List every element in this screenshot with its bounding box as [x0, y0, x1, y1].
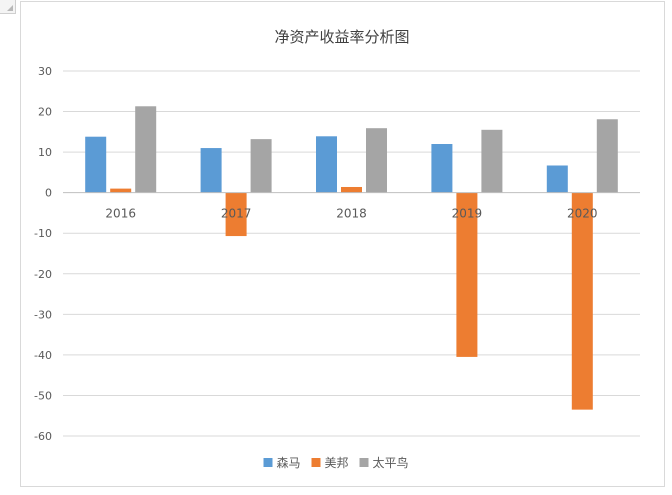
- bar-1-2020: [546, 165, 568, 193]
- gridlines: [63, 70, 640, 437]
- x-tick-label: 2017: [221, 207, 252, 221]
- x-tick-label: 2019: [452, 207, 483, 221]
- y-tick-label: 30: [38, 65, 52, 78]
- roe-bar-chart: 净资产收益率分析图 30 20 10 0 -10 -20 -30 -40 -50 -60 2016…: [34, 28, 640, 470]
- y-tick-label: -60: [34, 430, 52, 443]
- y-tick-label: -50: [34, 389, 52, 402]
- legend-swatch: [263, 458, 273, 467]
- chart-frame: 净资产收益率分析图 30 20 10 0 -10 -20 -30 -40 -50 -60 2016…: [20, 1, 665, 487]
- y-axis-tick-labels: 30 20 10 0 -10 -20 -30 -40 -50 -60: [34, 65, 52, 443]
- bar-2-2016: [110, 188, 132, 193]
- y-tick-label: 20: [38, 106, 52, 119]
- select-all-corner[interactable]: [0, 0, 16, 14]
- bar-1-2018: [316, 136, 337, 193]
- bar-1-2019: [431, 144, 453, 193]
- x-tick-label: 2018: [336, 207, 367, 221]
- x-tick-label: 2016: [105, 207, 136, 221]
- legend-swatch: [311, 458, 321, 467]
- legend: 森马 美邦 太平鸟: [263, 455, 409, 470]
- bar-3-2018: [366, 128, 387, 193]
- y-tick-label: 0: [45, 187, 52, 200]
- bar-2-2018: [341, 186, 362, 193]
- bars: [85, 106, 618, 410]
- y-tick-label: -40: [34, 349, 52, 362]
- chart-title: 净资产收益率分析图: [274, 28, 409, 46]
- legend-label: 森马: [277, 455, 301, 470]
- bar-2-2019: [456, 192, 478, 357]
- x-tick-label: 2020: [567, 207, 598, 221]
- y-tick-label: -30: [34, 308, 52, 321]
- bar-2-2020: [571, 192, 593, 410]
- y-tick-label: -20: [34, 268, 52, 281]
- x-axis-tick-labels: 2016 2017 2018 2019 2020: [105, 207, 597, 221]
- legend-label: 美邦: [325, 456, 349, 470]
- legend-label: 太平鸟: [373, 455, 409, 470]
- bar-3-2016: [135, 106, 157, 193]
- bar-3-2017: [250, 139, 272, 193]
- bar-3-2020: [596, 119, 618, 193]
- y-tick-label: 10: [38, 146, 52, 159]
- bar-2-2017: [225, 192, 247, 237]
- bar-3-2019: [481, 129, 503, 193]
- bar-1-2017: [200, 148, 222, 193]
- legend-swatch: [359, 458, 369, 467]
- y-tick-label: -10: [34, 227, 52, 240]
- bar-1-2016: [85, 136, 107, 193]
